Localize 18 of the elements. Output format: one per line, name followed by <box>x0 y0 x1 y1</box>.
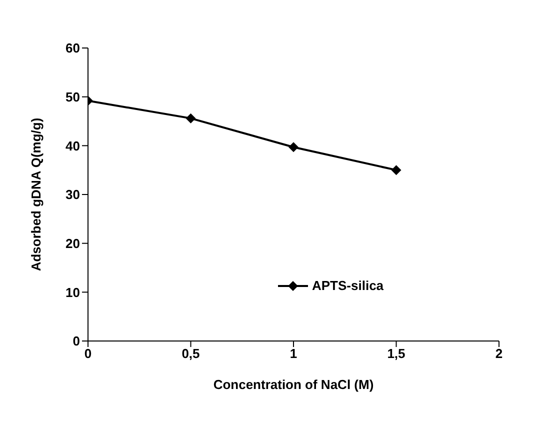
y-tick-label: 40 <box>66 138 80 154</box>
x-tick-label: 1,5 <box>387 346 406 362</box>
y-axis-title: Adsorbed gDNA Q(mg/g) <box>28 118 44 272</box>
x-tick-label: 0,5 <box>182 346 200 362</box>
point <box>186 113 196 124</box>
y-tick-label: 60 <box>66 40 80 56</box>
point <box>391 165 402 176</box>
x-tick-label: 1 <box>290 346 298 362</box>
legend-label: APTS-silica <box>312 278 384 293</box>
y-tick-label: 10 <box>66 284 80 300</box>
y-tick-label: 30 <box>66 187 80 202</box>
y-tick-label: 50 <box>66 89 80 104</box>
point <box>288 142 298 152</box>
x-tick-label: 0 <box>84 346 92 362</box>
y-tick-label: 20 <box>66 236 80 251</box>
x-axis-title: Concentration of NaCl (M) <box>213 377 374 392</box>
x-tick-label: 2 <box>495 346 503 362</box>
y-tick-label: 0 <box>72 334 80 349</box>
